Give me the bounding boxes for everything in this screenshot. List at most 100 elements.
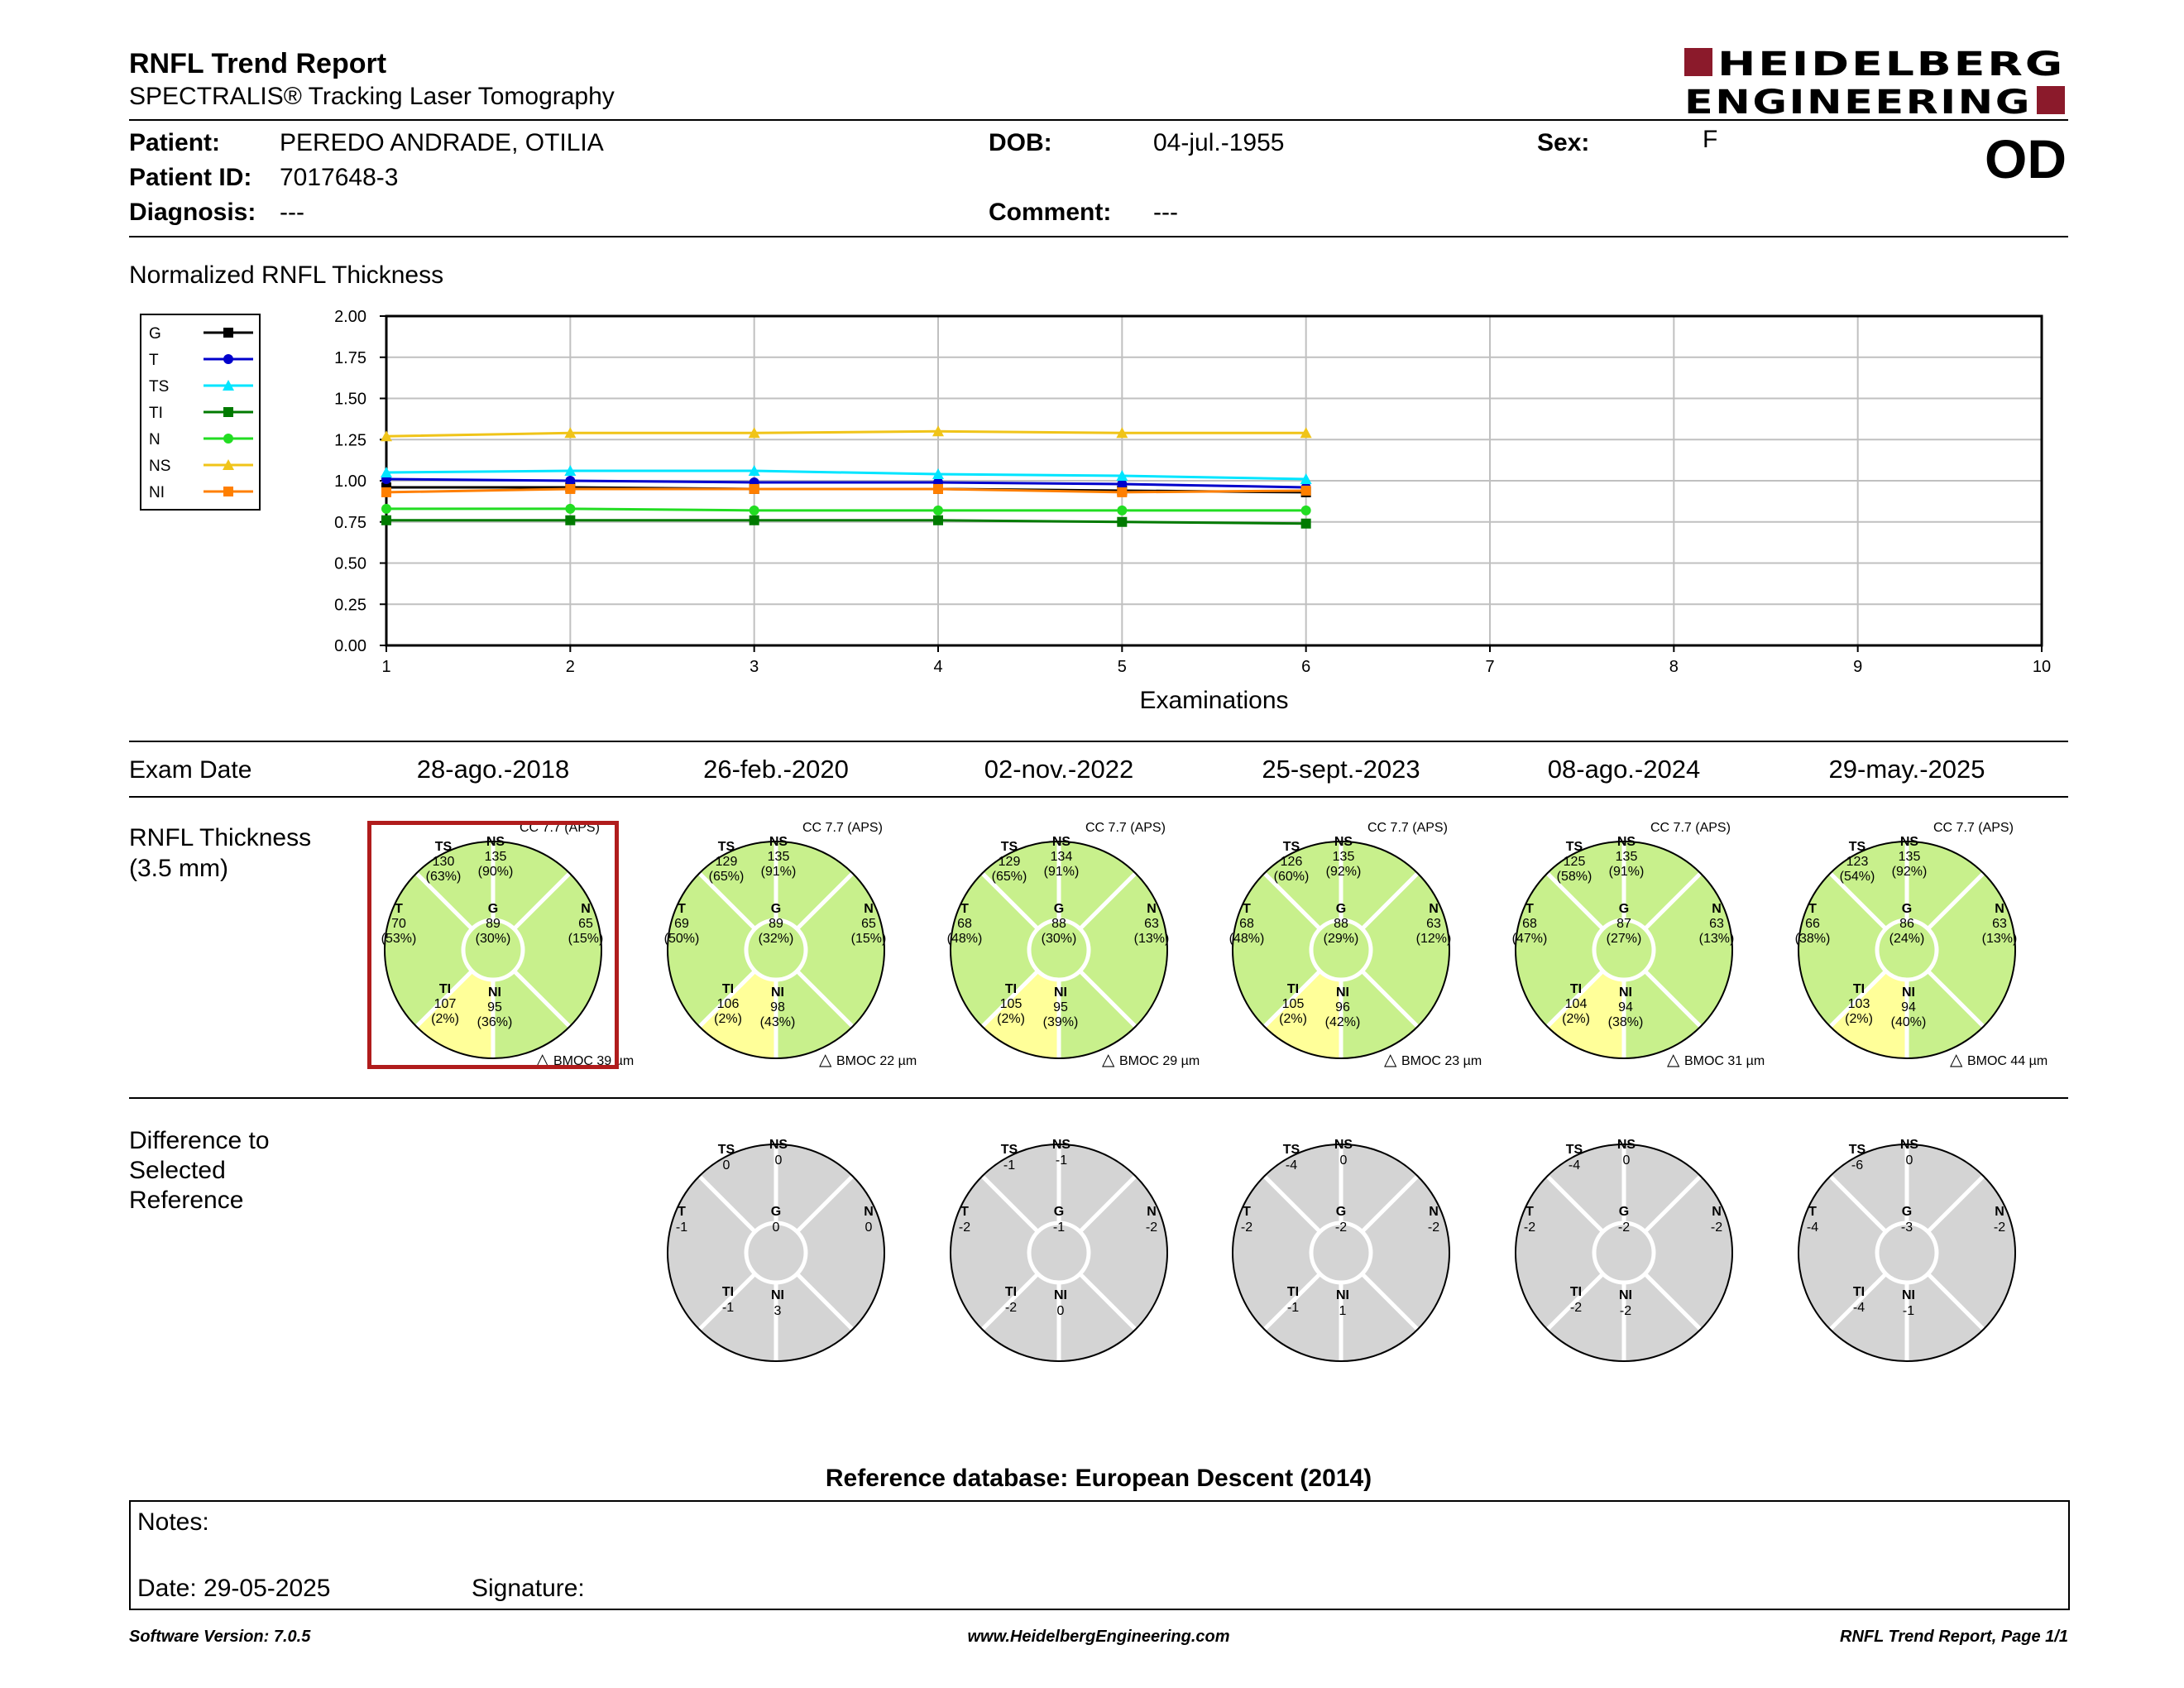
sector-label-n: N bbox=[864, 1205, 874, 1219]
sector-label-ti: TI bbox=[1853, 1285, 1865, 1299]
sector-t bbox=[385, 873, 472, 1027]
sector-percent-t: (38%) bbox=[1795, 932, 1831, 946]
sector-divider bbox=[1360, 871, 1420, 931]
sector-ns bbox=[1341, 842, 1418, 929]
sector-ni bbox=[1059, 1273, 1136, 1361]
data-point bbox=[933, 515, 943, 525]
sector-diff-g: -3 bbox=[1901, 1220, 1913, 1235]
sector-label-g: G bbox=[1054, 1205, 1064, 1219]
sector-ts bbox=[699, 842, 776, 929]
sector-label-ns: NS bbox=[486, 835, 505, 849]
sector-value-ts: 129 bbox=[999, 855, 1021, 869]
sector-ni bbox=[1341, 971, 1418, 1058]
exam-date: 28-ago.-2018 bbox=[416, 755, 570, 784]
sector-diff-ns: 0 bbox=[1906, 1153, 1913, 1168]
sector-divider bbox=[1545, 969, 1605, 1029]
difference-circle[interactable]: TS 0 NS 0 T -1 G 0 N 0 TI -1 NI 3 bbox=[652, 1129, 900, 1377]
difference-circle[interactable]: TS -4 NS 0 T -2 G -2 N -2 TI -2 NI -2 bbox=[1500, 1129, 1748, 1377]
outer-ring bbox=[1232, 841, 1450, 1059]
sector-percent-ts: (63%) bbox=[426, 870, 462, 884]
sector-ts bbox=[982, 1144, 1059, 1232]
sector-diff-n: -2 bbox=[1146, 1220, 1157, 1235]
sector-ni bbox=[1907, 1273, 1984, 1361]
data-point bbox=[565, 483, 576, 494]
sector-value-g: 88 bbox=[1334, 917, 1348, 931]
rnfl-circle[interactable]: TS 126 (60%) NS 135 (92%) T 68 (48%) G 88 (29%) N 63(… bbox=[1217, 826, 1465, 1074]
sector-n bbox=[1645, 1176, 1732, 1330]
sector-value-ts: 129 bbox=[716, 855, 738, 869]
sector-diff-ni: 0 bbox=[1057, 1304, 1065, 1318]
sector-divider bbox=[1360, 969, 1420, 1029]
sector-g bbox=[1029, 1223, 1089, 1283]
sector-label-ts: TS bbox=[1283, 840, 1300, 854]
sector-n bbox=[514, 873, 601, 1027]
sector-diff-t: -1 bbox=[676, 1220, 687, 1235]
sector-value-ti: 107 bbox=[434, 997, 457, 1011]
sector-label-ns: NS bbox=[1052, 1138, 1071, 1152]
difference-circle[interactable]: TS -6 NS 0 T -4 G -3 N -2 TI -4 NI -1 bbox=[1783, 1129, 2031, 1377]
sector-value-t: 68 bbox=[1522, 917, 1537, 931]
series-line bbox=[386, 469, 1306, 481]
difference-circle[interactable]: TS -1 NS -1 T -2 G -1 N -2 TI -2 NI 0 bbox=[935, 1129, 1183, 1377]
legend-label: NS bbox=[149, 458, 170, 475]
trend-chart: 1 2 3 4 5 6 7 8 9 10 0.00 0.25 0.50 0.75 1.00 1.25 1.50 1… bbox=[129, 298, 2068, 714]
sector-g bbox=[1311, 920, 1371, 980]
rnfl-circle[interactable]: TS 125 (58%) NS 135 (91%) T 68 (47%) G 87 (27%) N 63(… bbox=[1500, 826, 1748, 1074]
sector-diff-g: 0 bbox=[773, 1220, 780, 1235]
sex-label: Sex: bbox=[1537, 129, 1590, 156]
center-ring bbox=[1592, 918, 1656, 982]
sector-diff-t: -2 bbox=[1524, 1220, 1535, 1235]
sector-label-t: T bbox=[1525, 902, 1534, 916]
sector-value-ns: 134 bbox=[1051, 850, 1073, 864]
sector-label-g: G bbox=[771, 902, 781, 916]
sector-diff-ni: -2 bbox=[1620, 1304, 1631, 1318]
sector-t bbox=[1233, 1176, 1320, 1330]
x-tick-label: 3 bbox=[750, 658, 759, 676]
sector-divider bbox=[1545, 1272, 1605, 1331]
center-ring bbox=[1309, 1220, 1373, 1285]
sector-ts bbox=[982, 842, 1059, 929]
sector-label-ns: NS bbox=[769, 835, 788, 849]
outer-ring bbox=[667, 841, 885, 1059]
sector-value-t: 66 bbox=[1805, 917, 1820, 931]
sector-g bbox=[1029, 920, 1089, 980]
sector-ni bbox=[1059, 971, 1136, 1058]
sector-n bbox=[797, 1176, 884, 1330]
sector-label-ti: TI bbox=[1287, 982, 1299, 996]
rnfl-circle[interactable]: TS 130 (63%) NS 135 (90%) T 70 (53%) G 89 (30%) N 65(… bbox=[369, 826, 617, 1074]
sector-label-n: N bbox=[864, 902, 874, 916]
sector-ti bbox=[1830, 1273, 1907, 1361]
data-point bbox=[381, 467, 392, 478]
sector-divider bbox=[795, 969, 855, 1029]
sector-percent-ts: (65%) bbox=[709, 870, 745, 884]
patient-divider bbox=[129, 236, 2068, 237]
sector-divider bbox=[697, 1174, 757, 1234]
sector-diff-t: -4 bbox=[1807, 1220, 1818, 1235]
sector-percent-ni: (40%) bbox=[1891, 1015, 1927, 1029]
sector-t bbox=[668, 873, 755, 1027]
rnfl-circle[interactable]: TS 129 (65%) NS 135 (91%) T 69 (50%) G 89 (32%) N 65(… bbox=[652, 826, 900, 1074]
chart-legend: GT TS TI N NS NI bbox=[140, 314, 261, 511]
sector-divider bbox=[1828, 1174, 1888, 1234]
rnfl-circle[interactable]: TS 129 (65%) NS 134 (91%) T 68 (48%) G 88 (30%) N 63(… bbox=[935, 826, 1183, 1074]
center-ring bbox=[1592, 1220, 1656, 1285]
bmo-offset: △ BMOC 23 µm bbox=[1384, 1049, 1482, 1070]
website-link[interactable]: www.HeidelbergEngineering.com bbox=[967, 1628, 1230, 1646]
sector-divider bbox=[1926, 1174, 1985, 1234]
sector-ti bbox=[1830, 971, 1907, 1058]
data-point bbox=[564, 465, 577, 477]
series-line bbox=[386, 477, 1306, 489]
legend-label: TI bbox=[149, 405, 163, 422]
sector-value-n: 63 bbox=[1144, 917, 1159, 931]
sector-divider bbox=[1643, 871, 1703, 931]
rnfl-circle[interactable]: TS 123 (54%) NS 135 (92%) T 66 (38%) G 86 (24%) N 63(… bbox=[1783, 826, 2031, 1074]
notes-box: Notes: Date: 29-05-2025 Signature: bbox=[129, 1500, 2070, 1610]
sector-divider bbox=[795, 1174, 855, 1234]
sector-percent-ns: (92%) bbox=[1326, 865, 1362, 879]
patient-name: PEREDO ANDRADE, OTILIA bbox=[280, 129, 604, 156]
bmo-offset: △ BMOC 31 µm bbox=[1667, 1049, 1765, 1070]
y-tick-label: 1.25 bbox=[334, 431, 366, 449]
difference-circle[interactable]: TS -4 NS 0 T -2 G -2 N -2 TI -1 NI 1 bbox=[1217, 1129, 1465, 1377]
sector-n bbox=[1928, 1176, 2015, 1330]
sector-label-ns: NS bbox=[1900, 835, 1919, 849]
